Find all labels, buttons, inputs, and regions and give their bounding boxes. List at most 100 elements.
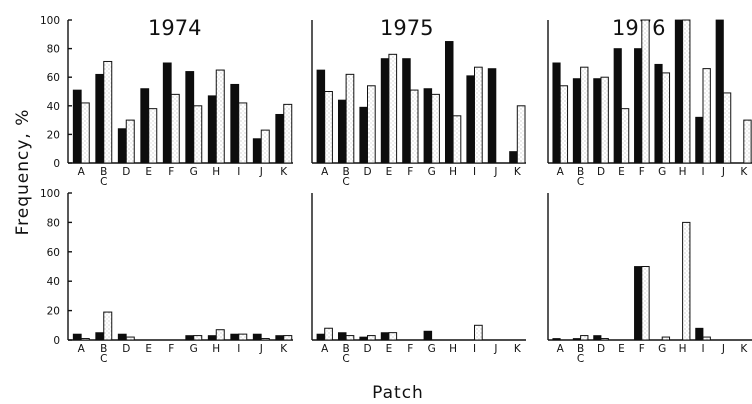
x-tick-label-F: F [168,166,174,178]
bar-light-G [661,336,671,341]
panel-3: A BC D E F G H I J K [67,193,293,365]
panel-title: 1975 [380,16,433,40]
bar-light-F [409,89,419,164]
bar-light-A [559,85,569,164]
x-tick-label-G: G [658,343,666,355]
bar-dark-G [423,330,433,341]
x-tick-label-F: F [639,343,645,355]
bar-light-BC [580,66,589,164]
x-tick-label-J: J [493,343,497,355]
x-tick-label-J: J [259,343,263,355]
x-tick-label-D: D [363,343,371,355]
bar-dark-K [275,113,285,164]
x-tick-label-G: G [190,343,198,355]
panel-5: A BC D E F G H I J K [547,193,752,365]
x-tick-label-D: D [122,166,130,178]
bar-dark-D [359,336,368,341]
y-tick-label-bottom-1: 20 [47,306,60,318]
x-tick-label-E: E [618,343,625,355]
bar-light-A [80,102,90,164]
bar-light-D [367,335,376,341]
x-tick-label-D: D [122,343,130,355]
bar-light-I [474,324,483,341]
bar-light-H [215,329,225,341]
bar-dark-BC [95,332,105,341]
bar-light-K [516,105,526,164]
bar-dark-D [117,333,127,341]
bar-light-E [620,108,630,164]
x-tick-label-B: B [577,166,584,178]
bar-light-BC [580,335,589,341]
x-tick-label-J: J [259,166,263,178]
bar-light-J [260,129,270,164]
y-tick-label-top-5: 100 [40,15,60,27]
bar-light-I [702,68,711,164]
bar-light-D [600,76,609,164]
x-tick-label-B: B [342,166,349,178]
x-tick-label-B: B [100,166,107,178]
panel-4: A BC D E F G H I J K [311,193,526,365]
bar-dark-F [634,266,643,341]
x-tick-label-J: J [721,166,725,178]
bar-dark-A [552,62,561,164]
bar-dark-A [72,89,82,164]
x-tick-label-B: B [100,343,107,355]
x-tick-label-E: E [145,343,152,355]
x-tick-label-C: C [577,353,584,365]
x-tick-label-A: A [321,343,329,355]
panel-title: 1974 [148,16,201,40]
bar-light-F [170,93,180,164]
x-tick-label-D: D [597,166,605,178]
x-tick-label-D: D [363,166,371,178]
bar-light-F [641,266,650,341]
bar-dark-J [487,68,497,164]
x-tick-label-I: I [473,166,476,178]
bar-dark-K [275,335,285,341]
x-tick-label-B: B [577,343,584,355]
x-tick-label-F: F [407,343,413,355]
x-tick-label-I: I [237,166,240,178]
bar-dark-H [207,95,217,164]
bar-dark-I [466,75,475,164]
bar-light-H [682,221,691,341]
y-tick-label-top-0: 0 [53,158,60,170]
x-tick-label-I: I [237,343,240,355]
bar-light-G [431,93,440,164]
bar-light-D [125,336,135,341]
x-tick-label-K: K [280,166,288,178]
bar-dark-H [674,19,683,164]
x-tick-label-C: C [100,353,107,365]
bar-light-H [215,69,225,164]
bar-light-I [238,102,248,164]
panel-0: 1974 A BC D E F G H I J K [67,16,293,188]
bar-light-G [193,335,203,341]
x-tick-label-K: K [280,343,288,355]
x-tick-label-C: C [342,353,349,365]
x-tick-label-C: C [577,176,584,188]
bar-dark-I [695,116,704,164]
x-tick-label-K: K [514,166,522,178]
x-tick-label-E: E [386,343,393,355]
y-axis-title: Frequency, % [13,109,33,236]
bar-dark-G [654,63,663,164]
x-tick-label-I: I [473,343,476,355]
bar-light-K [743,119,752,164]
x-tick-label-I: I [701,343,704,355]
bar-light-I [702,336,711,341]
bar-light-I [474,66,483,164]
bar-light-A [324,327,333,341]
bar-dark-A [316,69,326,164]
bar-dark-F [162,62,172,164]
x-tick-label-A: A [78,166,86,178]
bar-dark-G [423,88,433,164]
bar-dark-BC [337,99,347,164]
bar-dark-H [444,41,454,164]
x-tick-label-G: G [428,343,436,355]
x-tick-label-J: J [493,166,497,178]
x-tick-label-C: C [100,176,107,188]
bar-light-K [283,335,293,341]
bar-dark-J [252,333,262,341]
x-tick-label-C: C [342,176,349,188]
bar-dark-D [593,335,602,341]
